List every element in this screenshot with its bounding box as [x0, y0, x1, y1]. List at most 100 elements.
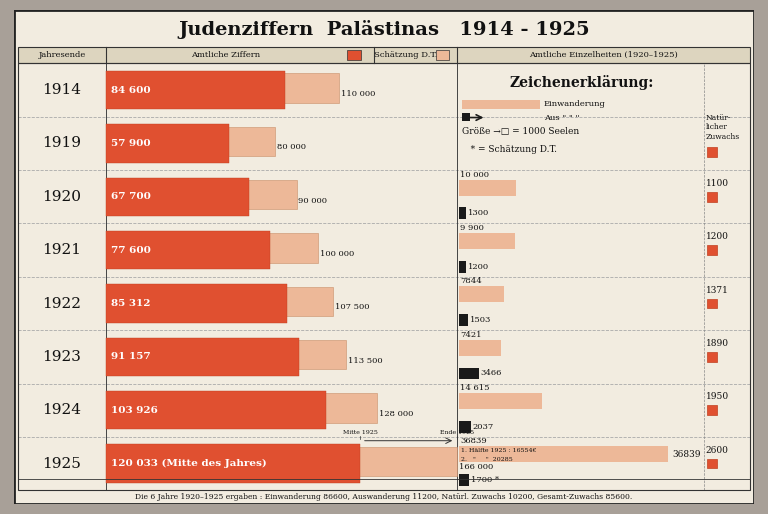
Text: Aus " " ": Aus " " " [544, 114, 579, 121]
Text: 1300: 1300 [468, 209, 490, 217]
Bar [18, 383, 750, 437]
Text: 1. Hälfte 1925 : 16554€: 1. Hälfte 1925 : 16554€ [461, 448, 537, 453]
Text: 1922: 1922 [42, 297, 81, 310]
Text: 67 700: 67 700 [111, 192, 151, 201]
Bar [707, 192, 717, 201]
Bar [347, 50, 361, 60]
Text: 1100: 1100 [706, 179, 729, 188]
Bar [462, 100, 540, 109]
Bar [707, 406, 717, 415]
Text: Amtliche Ziffern: Amtliche Ziffern [191, 51, 260, 59]
Bar [459, 393, 542, 409]
Bar [18, 64, 750, 490]
Text: 103 926: 103 926 [111, 406, 158, 415]
Bar [459, 368, 478, 379]
Bar [106, 74, 339, 103]
Text: 84 600: 84 600 [111, 86, 151, 95]
Text: Ende 1925: Ende 1925 [440, 430, 474, 435]
Bar [707, 458, 717, 468]
Bar [106, 393, 377, 423]
Text: 7421: 7421 [460, 331, 482, 339]
Bar [106, 284, 286, 323]
Bar [18, 437, 750, 490]
Text: 1200: 1200 [706, 232, 728, 242]
Text: 36839: 36839 [673, 450, 701, 459]
Text: 9 900: 9 900 [460, 224, 484, 232]
Bar [106, 124, 229, 163]
Text: 10 000: 10 000 [460, 171, 489, 179]
Text: Mitte 1925: Mitte 1925 [343, 430, 377, 435]
Text: 57 900: 57 900 [111, 139, 151, 148]
Text: 1921: 1921 [42, 243, 81, 257]
Text: Zeichenerklärung:: Zeichenerklärung: [509, 75, 654, 89]
Bar [462, 113, 470, 121]
Text: Natür-
licher
Zuwachs: Natür- licher Zuwachs [706, 114, 740, 140]
Bar [18, 117, 750, 170]
Text: 1950: 1950 [706, 392, 729, 401]
Bar [707, 245, 717, 255]
Text: 113 500: 113 500 [348, 357, 382, 364]
Text: 1924: 1924 [42, 403, 81, 417]
Bar [459, 233, 515, 249]
Bar [106, 231, 270, 269]
Bar [18, 277, 750, 330]
Text: 80 000: 80 000 [277, 143, 306, 151]
Bar [106, 340, 346, 370]
Bar [106, 391, 326, 429]
Bar [106, 287, 333, 316]
Bar [106, 338, 299, 376]
Text: 1919: 1919 [42, 137, 81, 151]
Bar [459, 474, 468, 486]
Bar [106, 71, 285, 109]
Text: 107 500: 107 500 [336, 303, 370, 311]
Bar [106, 126, 276, 156]
Text: 1890: 1890 [706, 339, 729, 348]
Text: 91 157: 91 157 [111, 352, 151, 361]
Text: * = Schätzung D.T.: * = Schätzung D.T. [462, 145, 557, 154]
Text: 2.   "     "  20285: 2. " " 20285 [461, 457, 513, 462]
Text: 1920: 1920 [42, 190, 81, 204]
Text: 110 000: 110 000 [341, 90, 375, 98]
Bar [18, 170, 750, 224]
Bar [707, 299, 717, 308]
Bar [459, 340, 502, 356]
Text: 1925: 1925 [42, 456, 81, 470]
Text: 128 000: 128 000 [379, 410, 413, 418]
Bar [459, 208, 466, 219]
Text: 85 312: 85 312 [111, 299, 151, 308]
Bar [18, 47, 750, 64]
Bar [459, 314, 468, 326]
Bar [106, 178, 250, 216]
Text: 3466: 3466 [481, 370, 502, 377]
Bar [459, 421, 471, 433]
Text: 100 000: 100 000 [319, 250, 354, 258]
Text: 77 600: 77 600 [111, 246, 151, 254]
Bar [707, 147, 717, 157]
Text: 7844: 7844 [460, 278, 482, 285]
Text: 36839: 36839 [460, 437, 487, 446]
Text: 2037: 2037 [472, 423, 494, 431]
Bar [459, 180, 516, 196]
Text: Judenziffern  Palästinas   1914 - 1925: Judenziffern Palästinas 1914 - 1925 [178, 20, 590, 39]
Text: 1700 *: 1700 * [471, 476, 498, 484]
Text: Größe →□ = 1000 Seelen: Größe →□ = 1000 Seelen [462, 127, 579, 136]
Text: Einwanderung: Einwanderung [544, 100, 606, 108]
Bar [435, 50, 449, 60]
Text: 1371: 1371 [706, 286, 728, 295]
Text: 1914: 1914 [42, 83, 81, 97]
Text: 120 033 (Mitte des Jahres): 120 033 (Mitte des Jahres) [111, 459, 267, 468]
Text: 1923: 1923 [42, 350, 81, 364]
Bar [106, 233, 318, 263]
Bar [459, 261, 466, 272]
Text: Jahresende: Jahresende [38, 51, 86, 59]
Text: 2600: 2600 [706, 446, 728, 455]
Text: 1200: 1200 [468, 263, 489, 271]
Text: 90 000: 90 000 [299, 196, 327, 205]
Text: Schätzung D.T.: Schätzung D.T. [374, 51, 438, 59]
Bar [459, 447, 668, 463]
Bar [18, 330, 750, 383]
Bar [707, 352, 717, 362]
Bar [459, 286, 504, 302]
Bar [106, 180, 296, 209]
Bar [18, 224, 750, 277]
